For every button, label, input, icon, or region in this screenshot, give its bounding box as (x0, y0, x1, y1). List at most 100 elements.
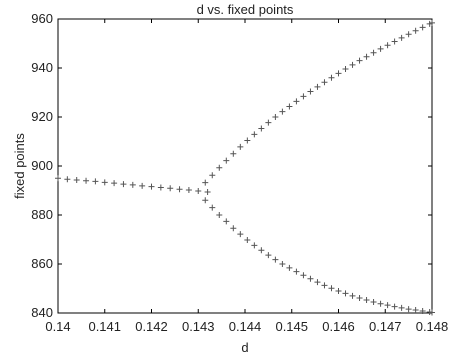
data-point-s2-30 (405, 31, 412, 38)
data-point-s1-2 (64, 176, 71, 183)
x-tick-label: 0.142 (135, 319, 168, 334)
data-point-s2-27 (384, 42, 391, 49)
data-point-s1-13 (167, 185, 174, 192)
data-point-s2-31 (412, 27, 419, 34)
data-point-s2-23 (356, 57, 363, 64)
data-point-s2-24 (363, 53, 370, 60)
data-point-s2-29 (398, 34, 405, 41)
x-axis-title: d (241, 340, 248, 355)
data-point-s3-20 (335, 287, 342, 294)
x-tick-label: 0.146 (322, 319, 355, 334)
data-point-s3-18 (321, 282, 328, 289)
data-point-s3-16 (307, 275, 314, 282)
y-tick-label: 940 (31, 60, 53, 75)
data-point-s3-6 (237, 231, 244, 238)
data-point-s3-28 (391, 303, 398, 310)
y-tick-label: 920 (31, 109, 53, 124)
x-tick-label: 0.144 (229, 319, 262, 334)
data-point-s3-34 (429, 309, 435, 316)
y-tick-label: 960 (31, 11, 53, 26)
y-tick-label: 900 (31, 158, 53, 173)
data-point-s2-1 (202, 179, 209, 186)
data-point-s1-1 (55, 175, 61, 182)
data-point-s2-22 (349, 61, 356, 68)
data-point-s2-19 (328, 74, 335, 81)
data-point-s2-4 (223, 157, 230, 164)
chart-title: d vs. fixed points (197, 2, 294, 17)
data-point-s3-2 (209, 204, 216, 211)
data-point-s1-10 (139, 182, 146, 189)
data-point-s3-22 (349, 292, 356, 299)
data-point-s3-32 (419, 308, 426, 315)
data-point-s3-15 (300, 272, 307, 279)
x-tick-label: 0.14 (45, 319, 70, 334)
data-point-s3-21 (342, 290, 349, 297)
data-point-s3-24 (363, 297, 370, 304)
data-point-s1-14 (176, 186, 183, 193)
data-point-s3-29 (398, 304, 405, 311)
data-point-s2-8 (251, 131, 258, 138)
data-point-s2-26 (377, 45, 384, 52)
data-point-s3-27 (384, 302, 391, 309)
data-point-s3-19 (328, 285, 335, 292)
data-point-s2-6 (237, 143, 244, 150)
data-point-s2-17 (314, 83, 321, 90)
data-point-s2-34 (429, 19, 435, 26)
data-point-s1-9 (129, 181, 136, 188)
data-point-s1-11 (148, 183, 155, 190)
data-point-s1-8 (120, 181, 127, 188)
data-point-s2-14 (293, 98, 300, 105)
data-point-s2-13 (286, 103, 293, 110)
data-point-s3-14 (293, 268, 300, 275)
data-point-s3-26 (377, 300, 384, 307)
data-point-s2-18 (321, 79, 328, 86)
data-point-s2-32 (419, 24, 426, 31)
data-point-s1-17 (204, 188, 211, 195)
data-point-s3-17 (314, 279, 321, 286)
data-point-s3-7 (244, 236, 251, 243)
data-point-s3-9 (258, 247, 265, 254)
y-axis: 840 860 880 900 920 940 960 (31, 11, 432, 320)
y-tick-label: 840 (31, 305, 53, 320)
data-point-s2-5 (230, 150, 237, 157)
data-point-s2-16 (307, 88, 314, 95)
data-point-s1-16 (195, 187, 202, 194)
data-point-s3-12 (279, 261, 286, 267)
data-point-s1-5 (92, 178, 99, 185)
x-tick-label: 0.145 (275, 319, 308, 334)
data-point-s3-4 (223, 218, 230, 225)
x-tick-label: 0.143 (182, 319, 215, 334)
data-point-s3-30 (405, 306, 412, 313)
data-point-s2-12 (279, 108, 286, 115)
y-tick-label: 860 (31, 256, 53, 271)
data-point-s3-11 (272, 256, 279, 263)
plot-frame (57, 18, 433, 314)
data-point-s2-3 (216, 164, 223, 171)
data-point-s3-23 (356, 295, 363, 302)
y-tick-label: 880 (31, 207, 53, 222)
data-point-s3-25 (370, 298, 377, 305)
data-point-s2-28 (391, 38, 398, 45)
data-point-s3-8 (251, 242, 258, 249)
data-point-s2-2 (209, 172, 216, 179)
data-point-s1-6 (101, 179, 108, 186)
data-point-s3-5 (230, 225, 237, 232)
data-point-s2-15 (300, 93, 307, 100)
x-tick-label: 0.147 (369, 319, 402, 334)
data-point-s3-1 (202, 197, 209, 204)
x-axis: 0.14 0.141 0.142 0.143 0.144 0.145 0.146 0.147 0… (45, 19, 448, 334)
data-point-s1-15 (185, 187, 192, 194)
data-point-s2-9 (258, 125, 265, 132)
data-point-s2-10 (265, 119, 272, 126)
data-point-s3-13 (286, 264, 293, 271)
data-point-s2-25 (370, 49, 377, 56)
data-points (55, 19, 435, 316)
x-tick-label: 0.141 (88, 319, 121, 334)
data-point-s1-7 (111, 180, 118, 187)
data-point-s2-11 (272, 114, 279, 120)
data-point-s2-7 (244, 137, 251, 144)
x-tick-label: 0.148 (416, 319, 449, 334)
data-point-s3-31 (412, 307, 419, 314)
data-point-s1-4 (83, 177, 90, 184)
